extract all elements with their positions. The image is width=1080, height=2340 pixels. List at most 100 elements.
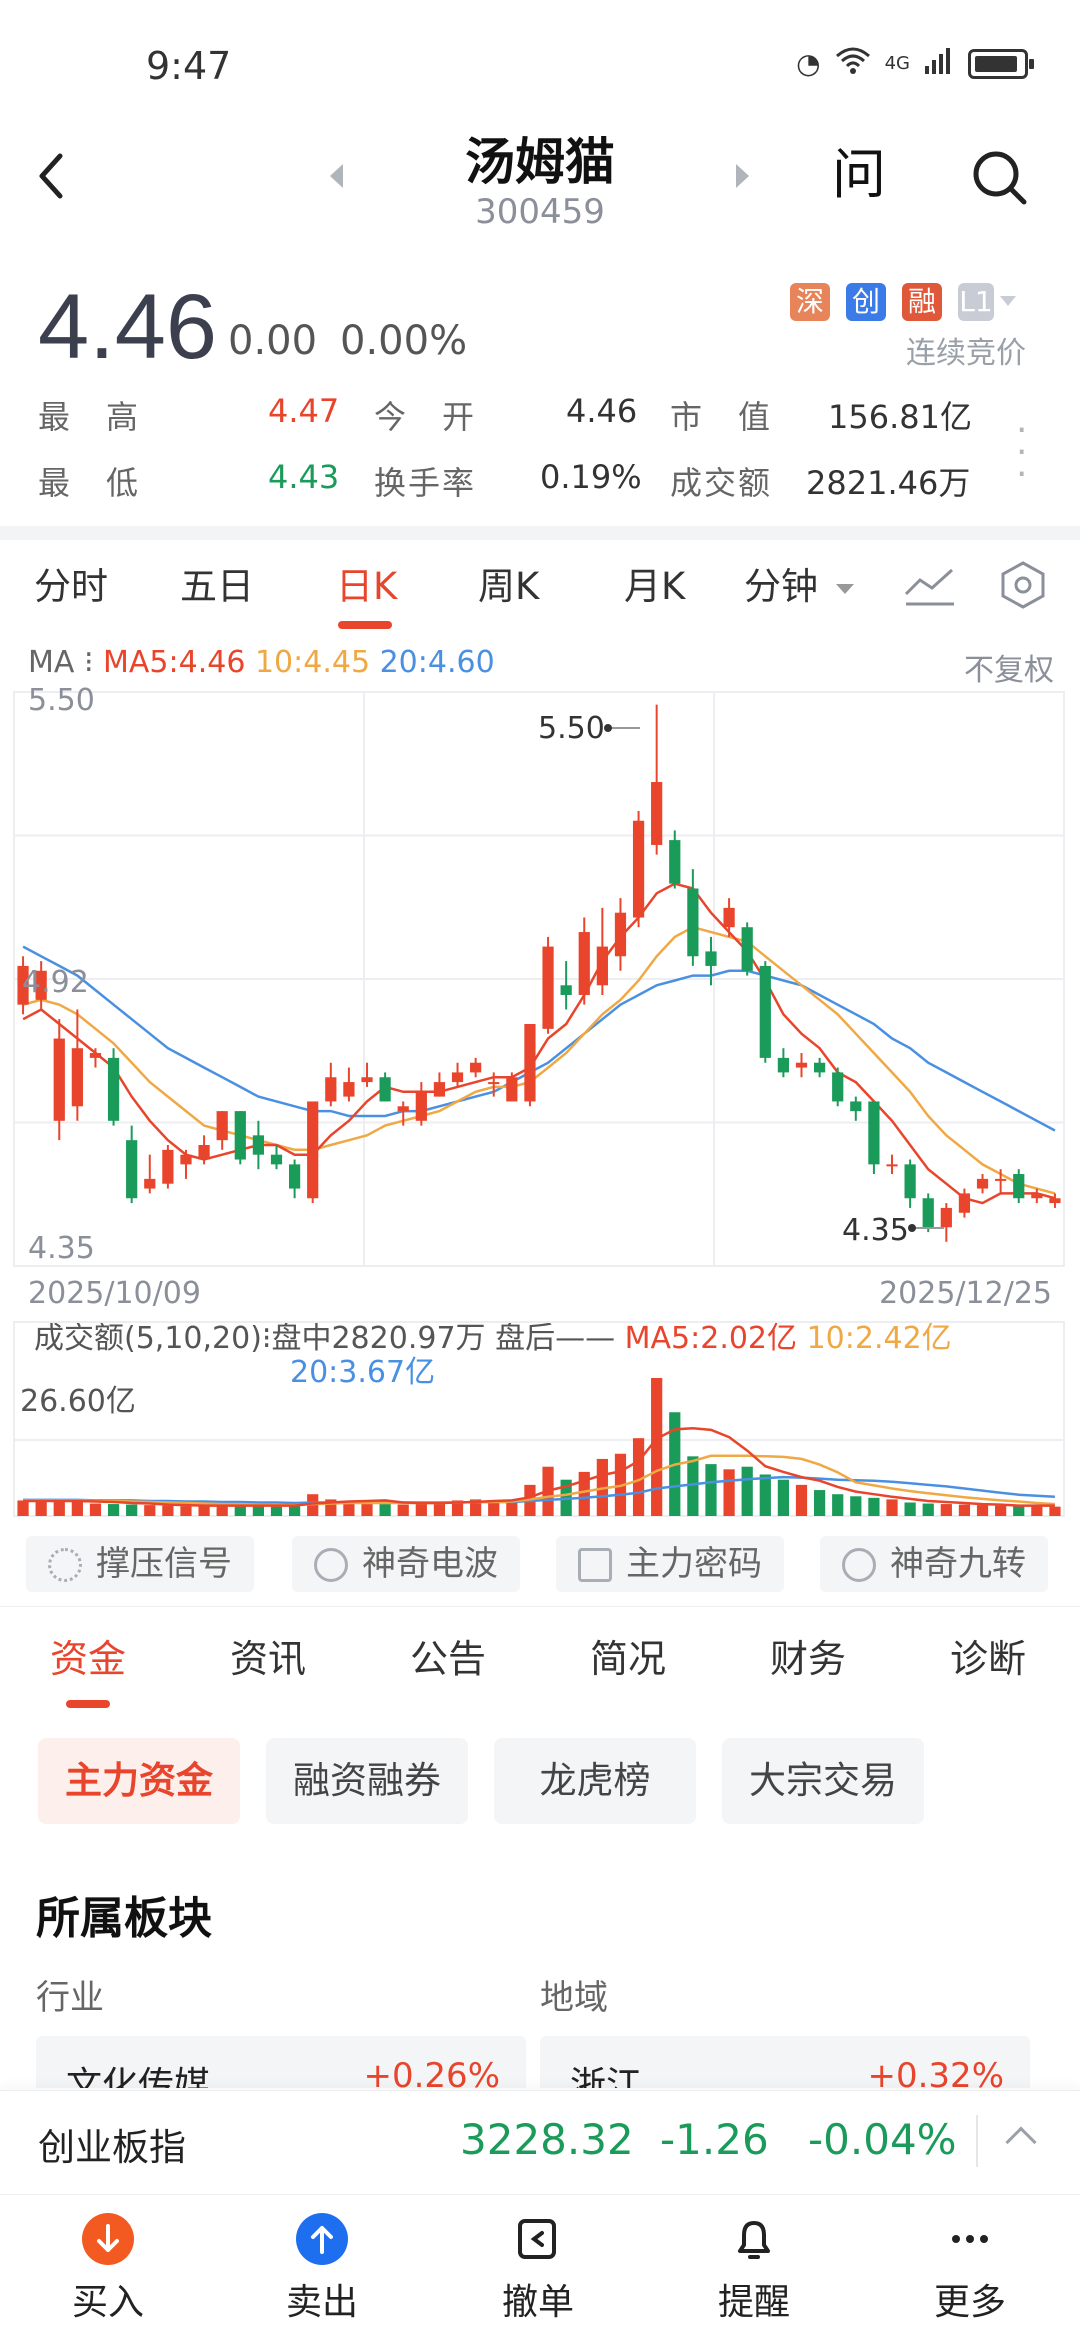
tab-diagnosis[interactable]: 诊断 xyxy=(950,1637,1027,1681)
volume-bar xyxy=(741,1466,753,1516)
volume-bar xyxy=(687,1456,699,1516)
candle-body xyxy=(922,1198,934,1228)
check-circle-icon xyxy=(842,1548,876,1582)
alert-label: 提醒 xyxy=(717,2282,790,2323)
chip-magic-wave[interactable]: 神奇电波 xyxy=(292,1536,520,1592)
indicator-line-icon[interactable] xyxy=(904,564,956,617)
index-value: 3228.32 xyxy=(460,2115,634,2164)
tab-monthly-k[interactable]: 月K xyxy=(624,565,686,608)
subtab-main-funds[interactable]: 主力资金 xyxy=(38,1738,240,1824)
search-icon[interactable] xyxy=(970,148,1030,208)
tab-daily-k[interactable]: 日K xyxy=(336,565,398,608)
volume-bar xyxy=(162,1505,174,1516)
market-cap-label: 市 值 xyxy=(670,398,773,436)
candle-body xyxy=(886,1164,898,1167)
ma10-value: 10:4.45 xyxy=(254,645,371,680)
volume-bar xyxy=(832,1494,844,1516)
level-dropdown-icon[interactable] xyxy=(1000,296,1016,306)
candle-body xyxy=(470,1062,482,1073)
tab-funds[interactable]: 资金 xyxy=(50,1637,127,1681)
subtab-dragon-tiger[interactable]: 龙虎榜 xyxy=(494,1738,696,1824)
volume-bar xyxy=(632,1438,645,1516)
prev-stock-arrow-icon[interactable] xyxy=(330,164,343,188)
tab-minute[interactable]: 分钟 xyxy=(744,565,818,608)
current-price: 4.46 xyxy=(38,276,218,378)
volume-ma20: 20:3.67亿 xyxy=(290,1355,436,1390)
next-stock-arrow-icon[interactable] xyxy=(736,164,749,188)
volume-bar xyxy=(886,1499,898,1516)
candlestick-chart[interactable]: 5.50 4.92 4.35 5.50 4.35 xyxy=(0,680,1080,1300)
settings-hexagon-icon[interactable] xyxy=(998,560,1048,619)
low-marker-dot xyxy=(908,1224,916,1232)
volume-after-hours: 盘后—— xyxy=(495,1321,616,1356)
more-button[interactable]: 更多 xyxy=(900,2213,1040,2325)
chip-magic-nine[interactable]: 神奇九转 xyxy=(820,1536,1048,1592)
tab-profile[interactable]: 简况 xyxy=(590,1637,667,1681)
sell-label: 卖出 xyxy=(285,2282,358,2323)
volume-bar xyxy=(958,1504,971,1516)
subtab-margin-trading[interactable]: 融资融券 xyxy=(266,1738,468,1824)
index-ticker-bar[interactable]: 创业板指 3228.32 -1.26 -0.04% xyxy=(0,2090,1080,2194)
more-vertical-icon[interactable]: · · · xyxy=(1016,410,1028,495)
chart-period-tabs: 分时 五日 日K 周K 月K 分钟 xyxy=(0,556,1080,629)
index-name: 创业板指 xyxy=(38,2126,186,2169)
tab-news[interactable]: 资讯 xyxy=(230,1637,307,1681)
subtab-block-trade[interactable]: 大宗交易 xyxy=(722,1738,924,1824)
volume-bar xyxy=(415,1502,427,1516)
ma-legend[interactable]: MA ⁝ MA5:4.46 10:4.45 20:4.60 xyxy=(28,645,495,680)
tab-weekly-k[interactable]: 周K xyxy=(478,565,540,608)
volume-bar xyxy=(53,1500,65,1516)
chevron-left-icon xyxy=(39,153,63,199)
candle-body xyxy=(162,1149,174,1184)
chip-support-resistance[interactable]: 撑压信号 xyxy=(26,1536,254,1592)
cancel-order-button[interactable]: 撤单 xyxy=(468,2213,608,2325)
back-button[interactable] xyxy=(30,148,74,204)
volume-bar xyxy=(904,1502,916,1516)
ask-button[interactable]: 问 xyxy=(832,143,886,206)
candle-body xyxy=(705,951,717,966)
region-card[interactable]: 浙江 +0.32% xyxy=(540,2036,1030,2088)
badge-shenzhen: 深 xyxy=(790,283,830,321)
industry-pct: +0.26% xyxy=(363,2056,501,2088)
candle-body xyxy=(53,1038,65,1121)
high-marker-dot xyxy=(604,724,612,732)
tab-intraday[interactable]: 分时 xyxy=(34,565,108,608)
volume-legend[interactable]: 成交额(5,10,20)⁝盘中2820.97万 盘后—— MA5:2.02亿 1… xyxy=(34,1321,952,1390)
ma5-value: MA5:4.46 xyxy=(103,645,246,680)
ma20-value: 20:4.60 xyxy=(379,645,495,680)
index-separator xyxy=(976,2115,978,2167)
active-tab-indicator xyxy=(66,1700,110,1708)
buy-button[interactable]: 买入 xyxy=(38,2213,178,2325)
volume-bar xyxy=(1031,1506,1043,1516)
volume-ma20-line xyxy=(23,1475,1055,1505)
candle-body xyxy=(89,1053,102,1058)
chip-main-code[interactable]: 主力密码 xyxy=(556,1536,784,1592)
minute-dropdown-icon[interactable] xyxy=(836,584,854,594)
volume-bar xyxy=(651,1378,663,1516)
adjust-toggle[interactable]: 不复权 xyxy=(964,653,1054,688)
low-annotation: 4.35 xyxy=(842,1213,909,1248)
tab-financials[interactable]: 财务 xyxy=(770,1637,847,1681)
market-cap-value: 156.81亿 xyxy=(828,398,972,436)
alert-button[interactable]: 提醒 xyxy=(684,2213,824,2325)
volume-title: 成交额(5,10,20) xyxy=(34,1321,262,1356)
volume-chart[interactable] xyxy=(0,1320,1080,1520)
bottom-action-bar: 买入 卖出 撤单 提醒 更多 xyxy=(0,2194,1080,2340)
candle-body xyxy=(741,927,753,971)
divider-line xyxy=(0,1606,1080,1607)
candle-body xyxy=(506,1077,518,1102)
candle-body xyxy=(216,1111,228,1141)
volume-bar xyxy=(17,1500,29,1516)
candle-body xyxy=(415,1091,427,1121)
volume-bar xyxy=(850,1496,862,1516)
tab-announcements[interactable]: 公告 xyxy=(410,1637,487,1681)
candle-body xyxy=(361,1077,373,1083)
industry-card[interactable]: 文化传媒 +0.26% xyxy=(36,2036,526,2088)
volume-bar xyxy=(433,1501,446,1516)
candle-body xyxy=(307,1101,319,1199)
tab-five-day[interactable]: 五日 xyxy=(180,565,254,608)
sell-button[interactable]: 卖出 xyxy=(252,2213,392,2325)
low-value: 4.43 xyxy=(268,458,340,496)
badge-level1[interactable]: L1 xyxy=(958,283,994,321)
chevron-up-icon[interactable] xyxy=(1005,2126,1037,2158)
